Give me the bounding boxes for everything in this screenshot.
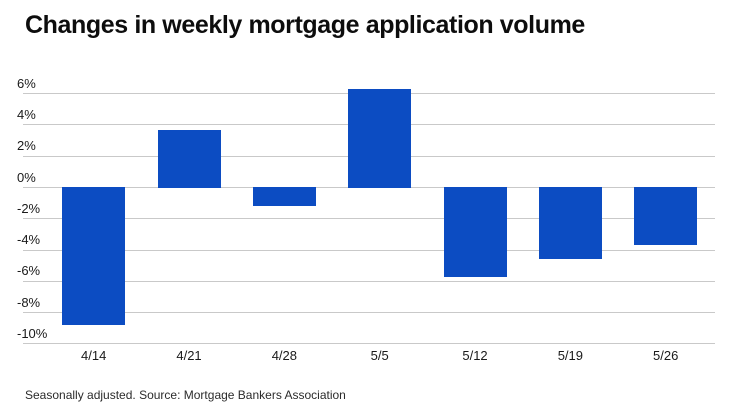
chart-title: Changes in weekly mortgage application v… xyxy=(25,11,585,39)
x-axis-label-5/19: 5/19 xyxy=(557,348,583,363)
bar-5/19 xyxy=(538,186,602,260)
y-axis-label--4%: -4% xyxy=(17,232,41,248)
gridline--8% xyxy=(23,312,715,314)
gridline--2% xyxy=(23,218,715,220)
x-axis-label-4/14: 4/14 xyxy=(81,348,107,363)
x-axis-label-4/21: 4/21 xyxy=(176,348,202,363)
bar-5/12 xyxy=(443,186,507,277)
gridline--4% xyxy=(23,249,715,251)
y-axis-label-0%: 0% xyxy=(17,169,36,185)
y-axis-label--10%: -10% xyxy=(17,325,48,341)
x-axis-label-5/26: 5/26 xyxy=(653,348,679,363)
y-axis-label-4%: 4% xyxy=(17,106,36,122)
bar-5/26 xyxy=(634,186,698,246)
gridline--10% xyxy=(23,343,715,345)
source-note: Seasonally adjusted. Source: Mortgage Ba… xyxy=(25,388,346,402)
y-axis-label-6%: 6% xyxy=(17,75,36,91)
bar-5/5 xyxy=(348,88,412,189)
bar-4/21 xyxy=(157,129,221,189)
bar-4/14 xyxy=(62,186,126,326)
x-axis-label-5/12: 5/12 xyxy=(462,348,488,363)
x-axis-label-4/28: 4/28 xyxy=(271,348,298,363)
y-axis-label--6%: -6% xyxy=(17,263,41,279)
y-axis-label--8%: -8% xyxy=(17,294,41,310)
x-axis-label-5/5: 5/5 xyxy=(370,348,389,363)
y-axis-label-2%: 2% xyxy=(17,138,36,154)
gridline--6% xyxy=(23,280,715,282)
bar-4/28 xyxy=(252,186,316,207)
y-axis-label--2%: -2% xyxy=(17,200,41,216)
